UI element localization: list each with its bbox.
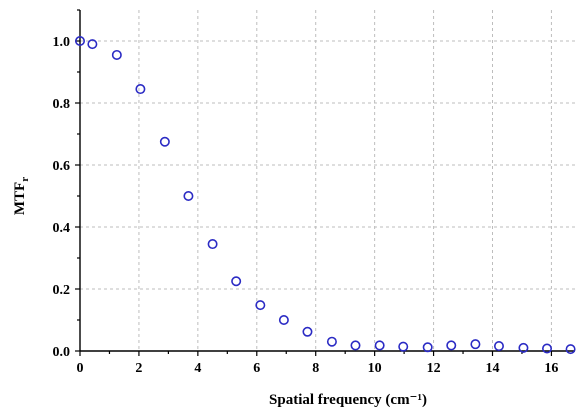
data-point — [135, 84, 146, 95]
y-tick-label: 0.6 — [53, 159, 71, 174]
data-point — [470, 339, 481, 350]
y-axis-title: MTFr — [12, 177, 31, 215]
x-tick-label: 10 — [368, 361, 382, 376]
y-tick-label: 0.8 — [53, 97, 71, 112]
tick-labels: 0 2 4 6 8 10 12 14 16 0.0 0.2 0.4 0.6 0.8 1.0 — [53, 35, 559, 376]
data-point — [278, 314, 289, 325]
data-point — [255, 300, 266, 311]
data-point — [183, 191, 194, 202]
data-point — [422, 342, 433, 353]
x-tick-label: 12 — [427, 361, 441, 376]
x-tick-label: 2 — [135, 361, 142, 376]
data-point — [542, 343, 553, 354]
data-point — [374, 340, 385, 351]
data-point — [159, 136, 170, 147]
x-tick-label: 4 — [194, 361, 201, 376]
x-tick-label: 6 — [253, 361, 260, 376]
data-point — [302, 326, 313, 337]
data-point — [231, 276, 242, 287]
data-point — [326, 336, 337, 347]
x-tick-label: 14 — [486, 361, 500, 376]
x-tick-label: 8 — [312, 361, 319, 376]
y-axis-title-main: MTF — [12, 182, 28, 215]
data-points — [75, 35, 576, 355]
axes — [75, 9, 575, 356]
x-tick-label: 0 — [77, 361, 84, 376]
data-point — [207, 239, 218, 250]
grid-lines — [80, 10, 575, 351]
y-tick-label: 0.4 — [53, 221, 71, 236]
y-tick-label: 0.2 — [53, 283, 71, 298]
y-axis-title-subscript: r — [19, 177, 31, 182]
x-tick-label: 16 — [544, 361, 558, 376]
data-point — [446, 340, 457, 351]
data-point — [350, 340, 361, 351]
data-point — [493, 341, 504, 352]
data-point — [565, 344, 576, 355]
data-point — [111, 49, 122, 60]
data-point — [398, 341, 409, 352]
x-axis-title: Spatial frequency (cm⁻¹) — [269, 392, 427, 408]
data-point — [87, 39, 98, 50]
y-tick-label: 1.0 — [53, 35, 71, 50]
data-point — [518, 342, 529, 353]
data-point — [75, 35, 86, 46]
y-tick-label: 0.0 — [53, 345, 71, 360]
